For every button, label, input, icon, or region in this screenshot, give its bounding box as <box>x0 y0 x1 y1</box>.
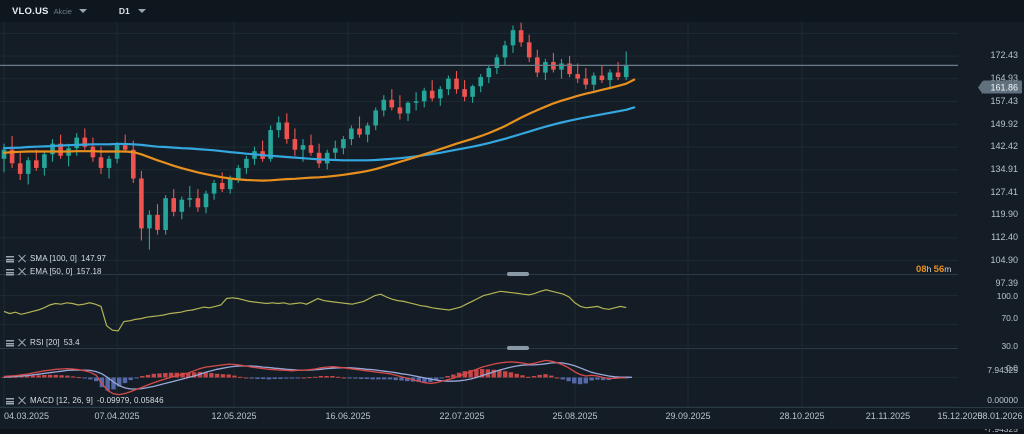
legend-rsi-value: 53.4 <box>63 338 80 347</box>
price-axis-label: 172.43 <box>990 50 1018 61</box>
chevron-down-icon <box>137 9 146 13</box>
legend-sma-label: SMA [100, 0] <box>30 254 78 263</box>
macd-canvas <box>0 348 958 407</box>
rsi-axis-label: 0.0 <box>1006 363 1018 373</box>
settings-icon[interactable] <box>6 267 14 276</box>
current-price-tag: 161.86 <box>983 80 1022 94</box>
macd-axis-label: 0.00000 <box>987 394 1018 405</box>
legend-sma-value: 147.97 <box>81 254 107 263</box>
timeframe-label: D1 <box>118 6 130 16</box>
legend-ema[interactable]: EMA [50, 0] 157.18 <box>6 267 102 276</box>
time-axis-label: 07.04.2025 <box>94 411 140 421</box>
candle-countdown: 08h 56m <box>916 263 952 275</box>
price-axis-label: 112.40 <box>991 232 1018 243</box>
chart-plot-area[interactable]: SMA [100, 0] 147.97 EMA [50, 0] 157.18 R… <box>0 22 958 407</box>
rsi-axis-label: 100.0 <box>996 291 1018 301</box>
price-axis[interactable]: 172.43 164.93 157.43 149.92 142.42 134.91 127.… <box>916 22 1024 434</box>
price-axis-label: 142.42 <box>990 141 1018 152</box>
price-canvas <box>0 22 958 272</box>
close-icon[interactable] <box>18 255 26 263</box>
legend-sma[interactable]: SMA [100, 0] 147.97 <box>6 254 106 263</box>
time-axis-label: 16.06.2025 <box>325 411 371 421</box>
rsi-axis-label: 70.0 <box>1001 312 1018 323</box>
price-axis-label: 149.92 <box>990 118 1018 129</box>
price-axis-label: 97.39 <box>995 277 1018 288</box>
time-axis-label: 08.01.2026 <box>977 411 1023 421</box>
price-axis-label: 157.43 <box>990 95 1018 106</box>
time-axis-label: 15.12.2025 <box>937 411 983 421</box>
price-axis-label: 134.91 <box>990 163 1018 174</box>
close-icon[interactable] <box>18 339 26 347</box>
settings-icon[interactable] <box>6 396 14 405</box>
legend-rsi-label: RSI [20] <box>30 338 60 347</box>
settings-icon[interactable] <box>6 338 14 347</box>
price-axis-label: 104.90 <box>990 254 1018 265</box>
timeframe-selector[interactable]: D1 <box>119 6 146 16</box>
symbol-ticker: VLO.US <box>12 5 49 17</box>
time-axis-label: 12.05.2025 <box>211 411 257 421</box>
time-axis-label: 22.07.2025 <box>439 411 485 421</box>
macd-pane[interactable] <box>0 348 958 407</box>
price-axis-label: 127.41 <box>990 186 1018 197</box>
price-pane[interactable] <box>0 22 958 272</box>
pane-resize-handle-rsi[interactable] <box>507 272 529 276</box>
time-axis-label: 29.09.2025 <box>665 411 711 421</box>
legend-ema-value: 157.18 <box>76 267 102 276</box>
time-axis-label: 21.11.2025 <box>865 411 911 421</box>
rsi-axis-label: 30.0 <box>1001 341 1018 352</box>
settings-icon[interactable] <box>6 254 14 263</box>
instrument-kind-label: Akcie <box>53 6 72 16</box>
legend-macd-value: -0.09979, 0.05846 <box>96 396 164 405</box>
legend-macd[interactable]: MACD [12, 26, 9] -0.09979, 0.05846 <box>6 396 164 405</box>
legend-ema-label: EMA [50, 0] <box>30 267 73 276</box>
pane-resize-handle-macd[interactable] <box>507 346 529 350</box>
chevron-down-icon <box>78 9 87 13</box>
legend-rsi[interactable]: RSI [20] 53.4 <box>6 338 80 347</box>
macd-axis-label: 7.94325 <box>987 365 1018 375</box>
close-icon[interactable] <box>18 268 26 276</box>
rsi-canvas <box>0 274 958 346</box>
legend-macd-label: MACD [12, 26, 9] <box>30 396 93 405</box>
price-axis-label: 119.90 <box>991 209 1018 220</box>
rsi-pane[interactable] <box>0 274 958 346</box>
chart-toolbar: VLO.US Akcie D1 <box>0 0 1024 22</box>
symbol-selector[interactable]: VLO.US Akcie <box>12 6 87 17</box>
time-axis[interactable]: 04.03.2025 07.04.2025 12.05.2025 16.06.2025… <box>0 407 1024 429</box>
time-axis-label: 25.08.2025 <box>552 411 598 421</box>
time-axis-label: 28.10.2025 <box>779 411 825 421</box>
close-icon[interactable] <box>18 397 26 405</box>
time-axis-label: 04.03.2025 <box>4 411 50 421</box>
price-axis-label: 164.93 <box>990 73 1018 84</box>
